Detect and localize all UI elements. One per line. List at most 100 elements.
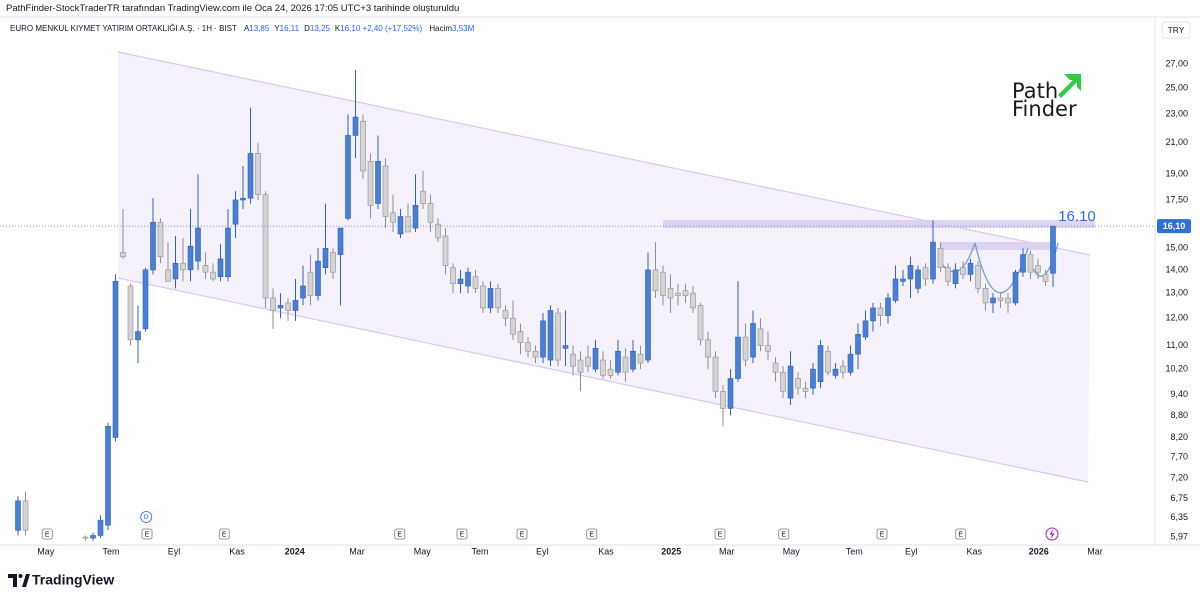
overlay: 16,10 16.10 E E E E E E E E E E E D bbox=[0, 208, 1191, 540]
candle-body bbox=[645, 269, 651, 361]
x-tick-label: Mar bbox=[1087, 546, 1103, 556]
ohlc-value: 16,10 bbox=[340, 24, 361, 33]
candle-body bbox=[382, 165, 389, 217]
candle-body bbox=[495, 288, 501, 309]
candle-body bbox=[457, 278, 464, 284]
ohlc-key: K bbox=[334, 24, 341, 33]
brand: TradingView bbox=[32, 572, 114, 588]
candle-body bbox=[892, 278, 899, 301]
candle-body bbox=[675, 292, 681, 296]
candle-body bbox=[502, 310, 509, 319]
candle-body bbox=[975, 265, 981, 289]
candle-body bbox=[180, 262, 186, 271]
candle-body bbox=[1050, 225, 1056, 274]
candle-body bbox=[667, 288, 674, 299]
event-marker[interactable] bbox=[955, 528, 967, 540]
candle-body bbox=[735, 336, 741, 379]
candle-body bbox=[607, 368, 614, 376]
candle-body bbox=[915, 269, 921, 289]
candle-body bbox=[112, 281, 119, 438]
candle-body bbox=[210, 271, 216, 280]
logo-arrow bbox=[1064, 74, 1081, 91]
price-label-box bbox=[1157, 219, 1191, 234]
change: +2,40 (+17,52%) bbox=[362, 24, 423, 33]
x-tick-label: Eyl bbox=[168, 546, 181, 556]
candle-body bbox=[982, 288, 989, 304]
currency-box[interactable] bbox=[1161, 21, 1191, 39]
candle-body bbox=[952, 269, 959, 284]
candle-body bbox=[1027, 254, 1034, 273]
event-label: E bbox=[781, 531, 786, 538]
x-tick-label: 2024 bbox=[285, 546, 305, 556]
event-marker[interactable] bbox=[41, 528, 53, 540]
candle-body bbox=[405, 216, 411, 233]
y-tick-label: 13,00 bbox=[1165, 288, 1188, 298]
ohlc-value: 13,85 bbox=[249, 24, 270, 33]
candle-body bbox=[637, 353, 644, 364]
logo-line1: Path bbox=[1012, 79, 1058, 103]
event-label: E bbox=[880, 531, 885, 538]
candle-body bbox=[22, 500, 29, 531]
candle-body bbox=[15, 500, 21, 531]
y-tick-label: 6,35 bbox=[1170, 512, 1188, 522]
candle-body bbox=[1035, 265, 1041, 273]
dividend-marker[interactable] bbox=[140, 511, 153, 523]
x-tick-label: Eyl bbox=[536, 546, 549, 556]
candle-body bbox=[870, 307, 876, 322]
event-marker[interactable] bbox=[714, 528, 726, 540]
candle-body bbox=[105, 425, 111, 526]
candle-body bbox=[705, 339, 711, 358]
news-icon-bolt bbox=[1049, 529, 1055, 539]
candle-body bbox=[480, 285, 486, 309]
candle-body bbox=[337, 227, 344, 255]
candle-body bbox=[352, 116, 359, 136]
y-tick-label: 15,00 bbox=[1165, 243, 1188, 253]
x-tick-label: May bbox=[414, 546, 432, 556]
logo-mark bbox=[8, 574, 17, 587]
event-marker[interactable] bbox=[778, 528, 790, 540]
candle-body bbox=[1020, 254, 1026, 273]
candle-body bbox=[270, 297, 276, 311]
candle-body bbox=[682, 290, 689, 296]
candle-body bbox=[907, 265, 914, 280]
y-tick-label: 19,00 bbox=[1165, 169, 1188, 179]
y-tick-label: 5,97 bbox=[1170, 531, 1188, 541]
event-label: E bbox=[145, 531, 150, 538]
candle-body bbox=[622, 356, 629, 373]
candle-body bbox=[990, 297, 996, 304]
candle-body bbox=[525, 342, 531, 352]
currency: TRY bbox=[1168, 25, 1185, 35]
candle-body bbox=[127, 285, 134, 341]
ohlc-key: A bbox=[243, 24, 250, 33]
event-marker[interactable] bbox=[586, 528, 598, 540]
candle-body bbox=[427, 203, 434, 223]
candle-body bbox=[802, 387, 809, 392]
event-marker[interactable] bbox=[394, 528, 406, 540]
event-marker[interactable] bbox=[456, 528, 468, 540]
candle-body bbox=[810, 368, 816, 389]
dividend-label: D bbox=[144, 514, 149, 521]
event-marker[interactable] bbox=[218, 528, 230, 540]
candle-body bbox=[922, 267, 929, 280]
footer bbox=[0, 564, 1200, 600]
y-tick-label: 11,00 bbox=[1166, 340, 1188, 350]
candle-body bbox=[202, 265, 209, 273]
candle-body bbox=[967, 262, 974, 275]
candle-body bbox=[465, 271, 471, 287]
event-marker[interactable] bbox=[876, 528, 888, 540]
y-tick-label: 25,00 bbox=[1165, 83, 1188, 93]
candle-body bbox=[172, 262, 179, 280]
y-tick-label: 9,40 bbox=[1170, 389, 1188, 399]
candle-body bbox=[187, 245, 194, 271]
candle-body bbox=[1042, 274, 1049, 282]
resistance-zone bbox=[663, 220, 1095, 228]
event-marker[interactable] bbox=[141, 528, 153, 540]
candle-body bbox=[165, 269, 171, 282]
candle-body bbox=[285, 302, 291, 311]
event-marker[interactable] bbox=[516, 528, 528, 540]
event-label: E bbox=[397, 531, 402, 538]
volume-key: Hacim bbox=[429, 24, 453, 33]
